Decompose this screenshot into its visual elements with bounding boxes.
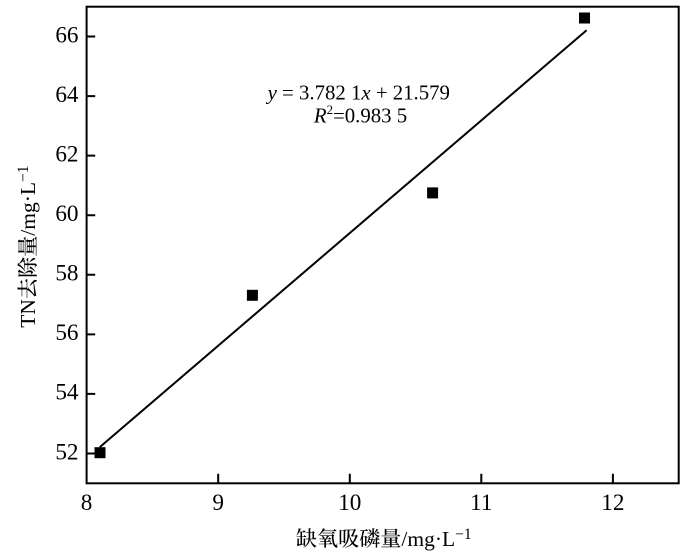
- svg-text:9: 9: [212, 490, 224, 516]
- svg-text:56: 56: [55, 320, 78, 346]
- svg-text:60: 60: [55, 201, 78, 227]
- svg-text:R2=0.983 5: R2=0.983 5: [313, 103, 407, 128]
- svg-text:52: 52: [55, 439, 78, 465]
- svg-text:11: 11: [470, 490, 492, 516]
- svg-text:64: 64: [55, 82, 79, 108]
- svg-text:12: 12: [601, 490, 624, 516]
- svg-text:8: 8: [81, 490, 93, 516]
- svg-text:54: 54: [55, 380, 79, 406]
- svg-text:66: 66: [55, 22, 78, 48]
- svg-text:TN: TN: [16, 299, 40, 328]
- svg-text:10: 10: [338, 490, 361, 516]
- svg-text:58: 58: [55, 261, 78, 287]
- svg-text:62: 62: [55, 141, 78, 167]
- svg-text:y = 3.782 1x + 21.579: y = 3.782 1x + 21.579: [266, 82, 450, 105]
